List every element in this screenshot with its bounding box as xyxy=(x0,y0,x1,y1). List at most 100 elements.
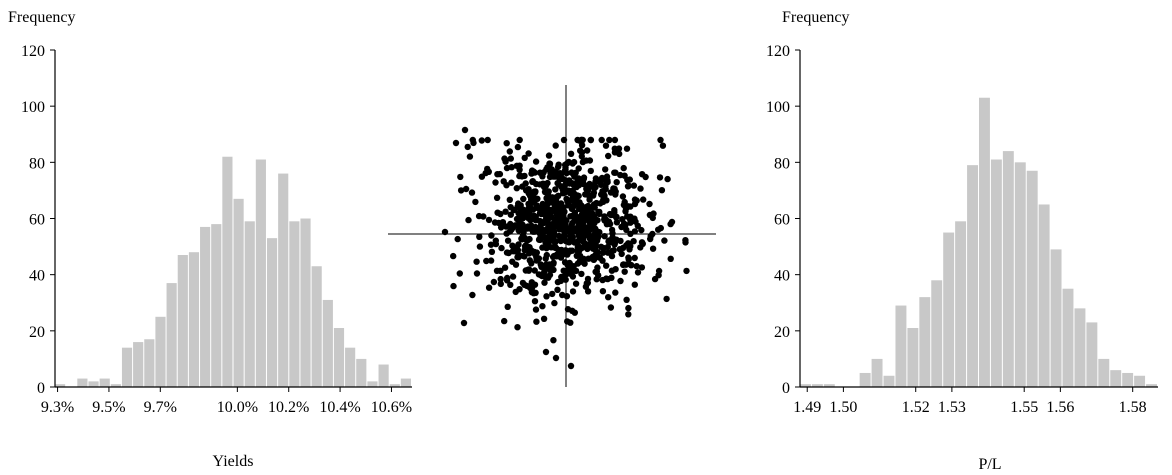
scatter-point xyxy=(522,180,529,187)
scatter-point xyxy=(450,252,457,260)
scatter-point xyxy=(574,136,581,144)
scatter-point xyxy=(544,189,552,197)
right-bar xyxy=(811,384,823,387)
scatter-point xyxy=(508,164,515,171)
scatter-point xyxy=(560,233,568,240)
scatter-point xyxy=(667,220,674,228)
scatter-point xyxy=(525,246,532,253)
scatter-point xyxy=(485,284,493,291)
scatter-point xyxy=(493,194,501,201)
scatter-point xyxy=(516,172,523,180)
scatter-point xyxy=(454,235,461,243)
scatter-point xyxy=(657,136,664,144)
scatter-point xyxy=(586,219,593,226)
scatter-point xyxy=(599,249,607,256)
scatter-point xyxy=(578,270,585,278)
scatter-point xyxy=(537,261,544,268)
scatter-point xyxy=(528,260,535,267)
scatter-point xyxy=(623,296,630,303)
scatter-point xyxy=(464,143,471,151)
scatter-point xyxy=(624,213,631,220)
right-bar xyxy=(1098,358,1110,387)
right-y-tick-label: 0 xyxy=(782,380,790,397)
scatter-point xyxy=(555,224,563,231)
scatter-point xyxy=(611,207,618,214)
scatter-point xyxy=(572,267,580,275)
scatter-point xyxy=(450,282,457,290)
scatter-point xyxy=(525,150,532,157)
left-x-tick-label: 9.5% xyxy=(92,399,125,416)
scatter-point xyxy=(631,281,638,288)
right-bar xyxy=(1038,204,1050,387)
scatter-point xyxy=(622,221,629,229)
scatter-point xyxy=(661,237,668,244)
left-bar xyxy=(322,299,333,387)
scatter-point xyxy=(543,251,550,259)
left-bar xyxy=(400,378,411,387)
scatter-point xyxy=(605,238,612,245)
right-y-tick-label: 20 xyxy=(774,324,790,341)
scatter-point xyxy=(485,216,493,224)
scatter-point xyxy=(550,337,557,344)
scatter-point xyxy=(554,163,562,171)
scatter-point xyxy=(543,166,550,173)
left-bar xyxy=(333,328,345,387)
left-y-axis-label: Frequency xyxy=(8,9,76,26)
left-bar xyxy=(378,364,389,387)
scatter-point xyxy=(602,177,610,185)
scatter-point xyxy=(568,205,576,213)
scatter-point xyxy=(465,216,472,224)
scatter-point xyxy=(598,136,605,144)
scatter-point xyxy=(552,142,559,149)
scatter-point xyxy=(556,170,564,177)
scatter-point xyxy=(518,236,525,243)
right-x-tick-label: 1.52 xyxy=(902,399,930,416)
scatter-point xyxy=(501,317,508,325)
left-bar xyxy=(77,378,88,387)
scatter-point xyxy=(558,246,565,254)
right-y-tick-label: 60 xyxy=(774,212,790,229)
scatter-point xyxy=(531,169,538,176)
scatter-point xyxy=(533,257,540,264)
scatter-point xyxy=(658,187,666,194)
scatter-point xyxy=(581,211,588,218)
scatter-point xyxy=(565,198,572,205)
scatter-point xyxy=(568,169,575,176)
scatter-point xyxy=(586,211,593,219)
scatter-point xyxy=(659,142,667,149)
scatter-point xyxy=(607,304,615,311)
scatter-point xyxy=(513,185,520,192)
left-y-tick-label: 60 xyxy=(29,212,45,229)
scatter-point xyxy=(494,209,501,216)
scatter-point xyxy=(578,153,585,160)
scatter-point xyxy=(579,136,586,144)
right-y-tick-label: 40 xyxy=(774,268,790,285)
left-bar xyxy=(200,226,211,387)
left-bar xyxy=(289,221,300,387)
scatter-point xyxy=(559,186,566,194)
scatter-point xyxy=(539,303,546,310)
scatter-point xyxy=(555,192,562,199)
right-bar xyxy=(1134,375,1146,387)
scatter-point xyxy=(552,186,559,193)
scatter-point xyxy=(500,178,507,185)
scatter-point xyxy=(587,136,595,144)
left-y-tick-label: 20 xyxy=(29,324,45,341)
scatter-point xyxy=(631,254,638,262)
scatter-point xyxy=(560,224,567,231)
scatter-point xyxy=(603,262,610,269)
scatter-point xyxy=(593,199,600,207)
scatter-point xyxy=(569,307,576,314)
scatter-point xyxy=(557,277,565,285)
scatter-point xyxy=(626,176,633,183)
scatter-point xyxy=(509,247,517,255)
scatter-point xyxy=(532,158,540,165)
scatter-point xyxy=(514,324,521,331)
scatter-point xyxy=(573,200,581,208)
scatter-point xyxy=(602,182,609,190)
scatter-point xyxy=(552,354,560,362)
scatter-point xyxy=(482,169,489,177)
scatter-point xyxy=(462,185,470,193)
scatter-point xyxy=(602,166,609,173)
